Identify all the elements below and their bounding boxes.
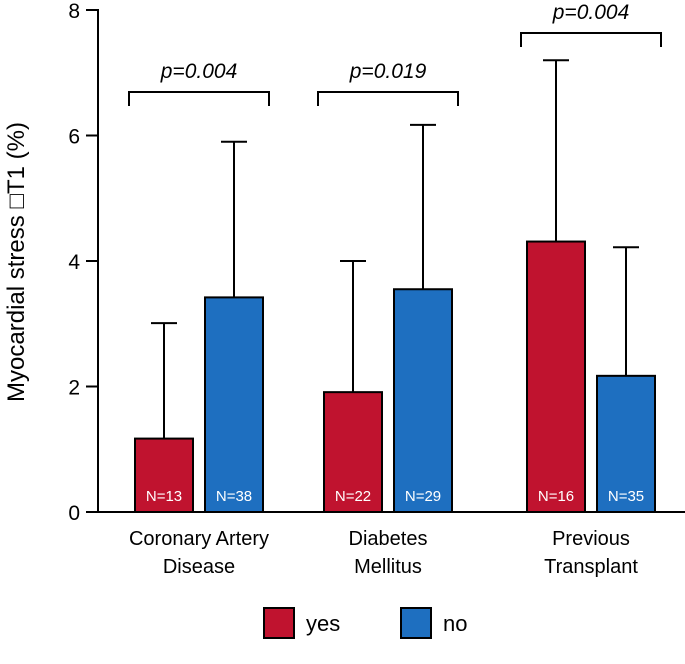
significance-bracket-1 [317, 91, 459, 106]
n-label-yes-2: N=16 [538, 488, 574, 505]
y-axis-label: Myocardial stress □T1 (%) [3, 122, 30, 402]
category-label-2: Previous Transplant [544, 528, 638, 578]
p-value-2: p=0.004 [552, 1, 630, 24]
bar-no-1 [393, 288, 453, 513]
y-tick-label-0: 0 [68, 502, 80, 525]
y-tick-label-3: 6 [68, 126, 80, 149]
legend-swatch-yes [263, 607, 295, 639]
significance-bracket-2 [520, 32, 662, 47]
n-label-no-2: N=35 [608, 488, 644, 505]
bars-layer: N=13 N=22 N=16 N=38 N=29 N=35 [134, 59, 656, 514]
p-value-1: p=0.019 [349, 60, 427, 83]
legend-label-yes: yes [306, 611, 340, 636]
n-label-no-1: N=29 [405, 488, 441, 505]
p-value-0: p=0.004 [160, 60, 238, 83]
y-tick-label-4: 8 [68, 0, 80, 23]
n-label-no-0: N=38 [216, 488, 252, 505]
axes-layer: 0 2 4 6 8 Coronary Artery Disease Diabetes Melli… [68, 0, 685, 578]
n-label-yes-1: N=22 [335, 488, 371, 505]
legend: yes no [263, 607, 467, 639]
bar-no-0 [204, 296, 264, 513]
n-label-yes-0: N=13 [146, 488, 182, 505]
legend-label-no: no [443, 611, 467, 636]
y-tick-label-1: 2 [68, 377, 80, 400]
category-label-1: Diabetes Mellitus [349, 528, 428, 578]
bar-yes-2 [526, 240, 586, 514]
legend-swatch-no [400, 607, 432, 639]
category-label-0: Coronary Artery Disease [129, 528, 269, 578]
bar-yes-0 [134, 437, 194, 513]
significance-bracket-0 [128, 91, 270, 106]
y-tick-label-2: 4 [68, 251, 80, 274]
